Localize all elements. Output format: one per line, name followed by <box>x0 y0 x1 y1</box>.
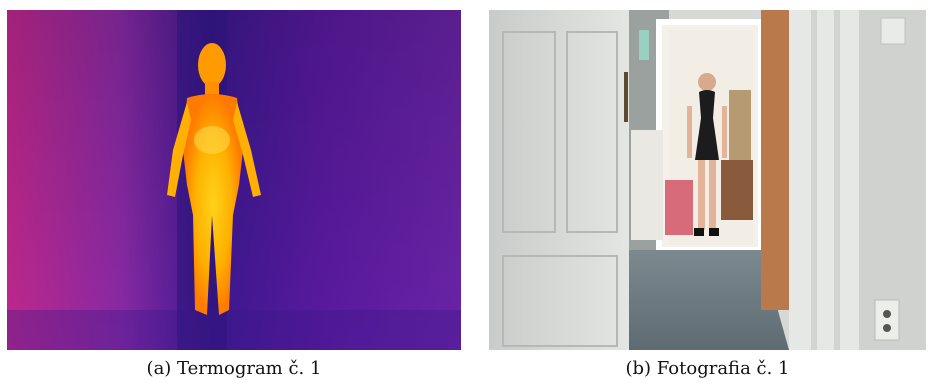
photograph-image <box>489 10 926 350</box>
thermogram-graphic <box>7 10 461 350</box>
person <box>687 73 727 236</box>
photograph-graphic <box>489 10 926 350</box>
caption-thermogram: (a) Termogram č. 1 <box>146 358 322 379</box>
thermogram-image <box>7 10 461 350</box>
caption-photograph: (b) Fotografia č. 1 <box>625 358 790 379</box>
human-figure-heat <box>167 43 261 315</box>
